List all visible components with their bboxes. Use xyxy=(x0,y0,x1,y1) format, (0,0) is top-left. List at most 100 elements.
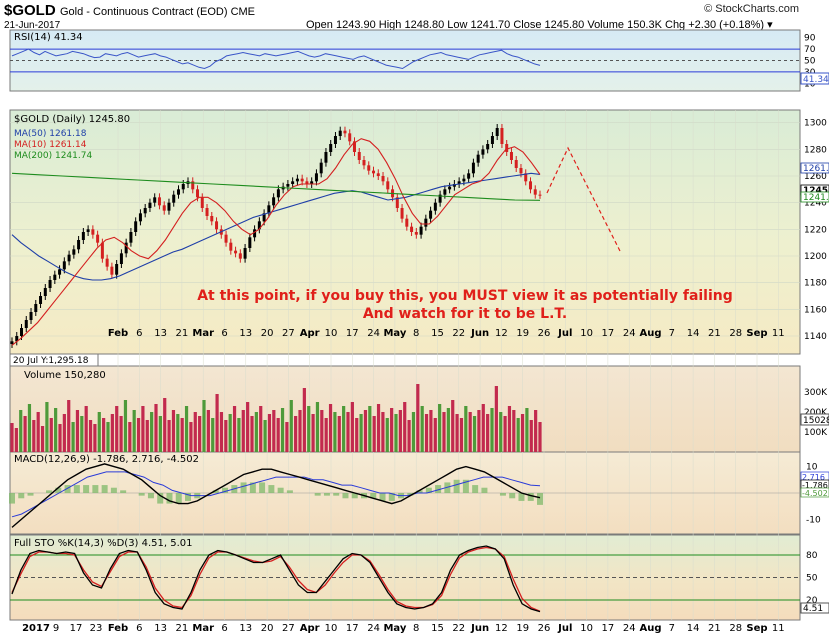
price-candle-body xyxy=(100,242,104,259)
price-candle-body xyxy=(486,144,490,150)
volume-bar xyxy=(211,418,215,452)
price-candle-body xyxy=(143,208,147,214)
macd-histogram-bar xyxy=(73,485,80,493)
brand-watermark: © StockCharts.com xyxy=(704,3,799,15)
volume-bar xyxy=(267,414,272,452)
moving-average-line xyxy=(11,172,541,201)
price-candle-body xyxy=(538,194,542,196)
volume-bar xyxy=(311,414,315,452)
macd-histogram-bar xyxy=(185,493,191,501)
volume-bar xyxy=(176,414,180,452)
volume-bar xyxy=(298,410,302,452)
price-candle-body xyxy=(191,181,195,190)
price-candle-body xyxy=(15,336,19,342)
price-x-label: Jul xyxy=(557,328,572,339)
volume-bar xyxy=(272,410,276,452)
volume-bar xyxy=(123,400,128,452)
bottom-x-label: 19 xyxy=(516,623,529,634)
volume-bar xyxy=(294,416,298,452)
price-tick-label: 1280 xyxy=(804,145,827,155)
price-candle-body xyxy=(500,128,504,144)
price-candle-body xyxy=(115,264,119,275)
volume-bar xyxy=(106,422,110,452)
sto-line xyxy=(11,546,541,612)
volume-bar xyxy=(394,414,398,452)
price-candle-body xyxy=(490,136,494,144)
macd-histogram-bar xyxy=(120,490,127,493)
sto-value-box xyxy=(800,602,829,614)
price-x-label: 19 xyxy=(516,328,529,339)
price-candle-body xyxy=(467,173,471,179)
volume-bar xyxy=(342,406,346,452)
macd-value-box xyxy=(800,487,829,498)
price-candle-body xyxy=(43,288,47,296)
price-candle-body xyxy=(148,202,152,208)
price-x-label: Apr xyxy=(300,328,320,339)
macd-histogram-bar xyxy=(268,485,275,493)
symbol-title: $GOLD xyxy=(4,2,56,19)
price-candle-body xyxy=(72,249,76,255)
price-value-box xyxy=(800,191,829,203)
price-x-label: 7 xyxy=(669,328,675,339)
volume-bar xyxy=(45,402,49,452)
price-candle-body xyxy=(91,229,95,235)
price-candle-body xyxy=(86,229,90,232)
bottom-x-label: 22 xyxy=(452,623,465,634)
bottom-x-label: Sep xyxy=(746,623,767,634)
price-candle-body xyxy=(172,194,176,203)
macd-histogram-bar xyxy=(333,493,340,496)
price-candle-body xyxy=(419,226,423,235)
bottom-x-label: 13 xyxy=(239,623,252,634)
price-candle-body xyxy=(300,178,304,182)
projection-dashed-line xyxy=(546,146,622,254)
macd-histogram-bar xyxy=(425,487,432,493)
price-candle-body xyxy=(196,189,200,198)
volume-bar xyxy=(468,412,472,452)
ohlc-readout: Open 1243.90 High 1248.80 Low 1241.70 Cl… xyxy=(306,19,773,31)
volume-bar xyxy=(215,394,219,452)
volume-bar xyxy=(224,420,228,452)
price-candle-body xyxy=(471,162,475,174)
volume-bar xyxy=(228,414,232,452)
price-candle-body xyxy=(343,130,347,134)
price-tick-label: 1180 xyxy=(804,279,827,289)
sto-tick-label: 80 xyxy=(806,551,818,561)
price-candle-body xyxy=(438,194,442,203)
price-candle-body xyxy=(243,248,247,259)
bottom-x-label: 17 xyxy=(346,623,359,634)
macd-histogram-bar xyxy=(240,482,247,493)
macd-histogram-bar xyxy=(157,493,164,504)
volume-value-label: 150280 xyxy=(803,416,829,426)
price-panel xyxy=(9,109,801,355)
price-candle-body xyxy=(509,152,513,160)
price-candle-body xyxy=(495,128,499,136)
price-candle-body xyxy=(338,130,342,136)
bottom-x-label: Aug xyxy=(639,623,661,634)
volume-bar xyxy=(62,414,66,452)
annotation-line-1: At this point, if you buy this, you MUST… xyxy=(197,288,733,304)
price-candle-body xyxy=(134,221,138,232)
macd-legend: MACD(12,26,9) -1.786, 2.716, -4.502 xyxy=(14,454,199,465)
volume-bar xyxy=(385,418,389,452)
price-x-label: 21 xyxy=(708,328,721,339)
volume-bar xyxy=(202,400,206,452)
bottom-x-label: 21 xyxy=(708,623,721,634)
price-candle-body xyxy=(176,189,180,195)
volume-bar xyxy=(446,408,450,452)
moving-average-line xyxy=(11,172,541,281)
bottom-x-label: 2017 xyxy=(22,623,50,634)
volume-bar xyxy=(411,412,416,452)
macd-histogram-bar xyxy=(92,485,99,493)
price-x-label: 20 xyxy=(261,328,274,339)
rsi-legend: RSI(14) 41.34 xyxy=(14,32,83,43)
volume-bar xyxy=(481,404,485,452)
price-x-label: May xyxy=(383,328,406,339)
volume-bar xyxy=(346,412,350,452)
price-candle-body xyxy=(157,197,161,206)
volume-bar xyxy=(337,416,341,452)
price-x-label: Sep xyxy=(746,328,767,339)
price-x-label: 22 xyxy=(452,328,465,339)
volume-bar xyxy=(32,420,36,452)
moving-average-line xyxy=(11,138,541,346)
volume-bar xyxy=(516,418,520,452)
